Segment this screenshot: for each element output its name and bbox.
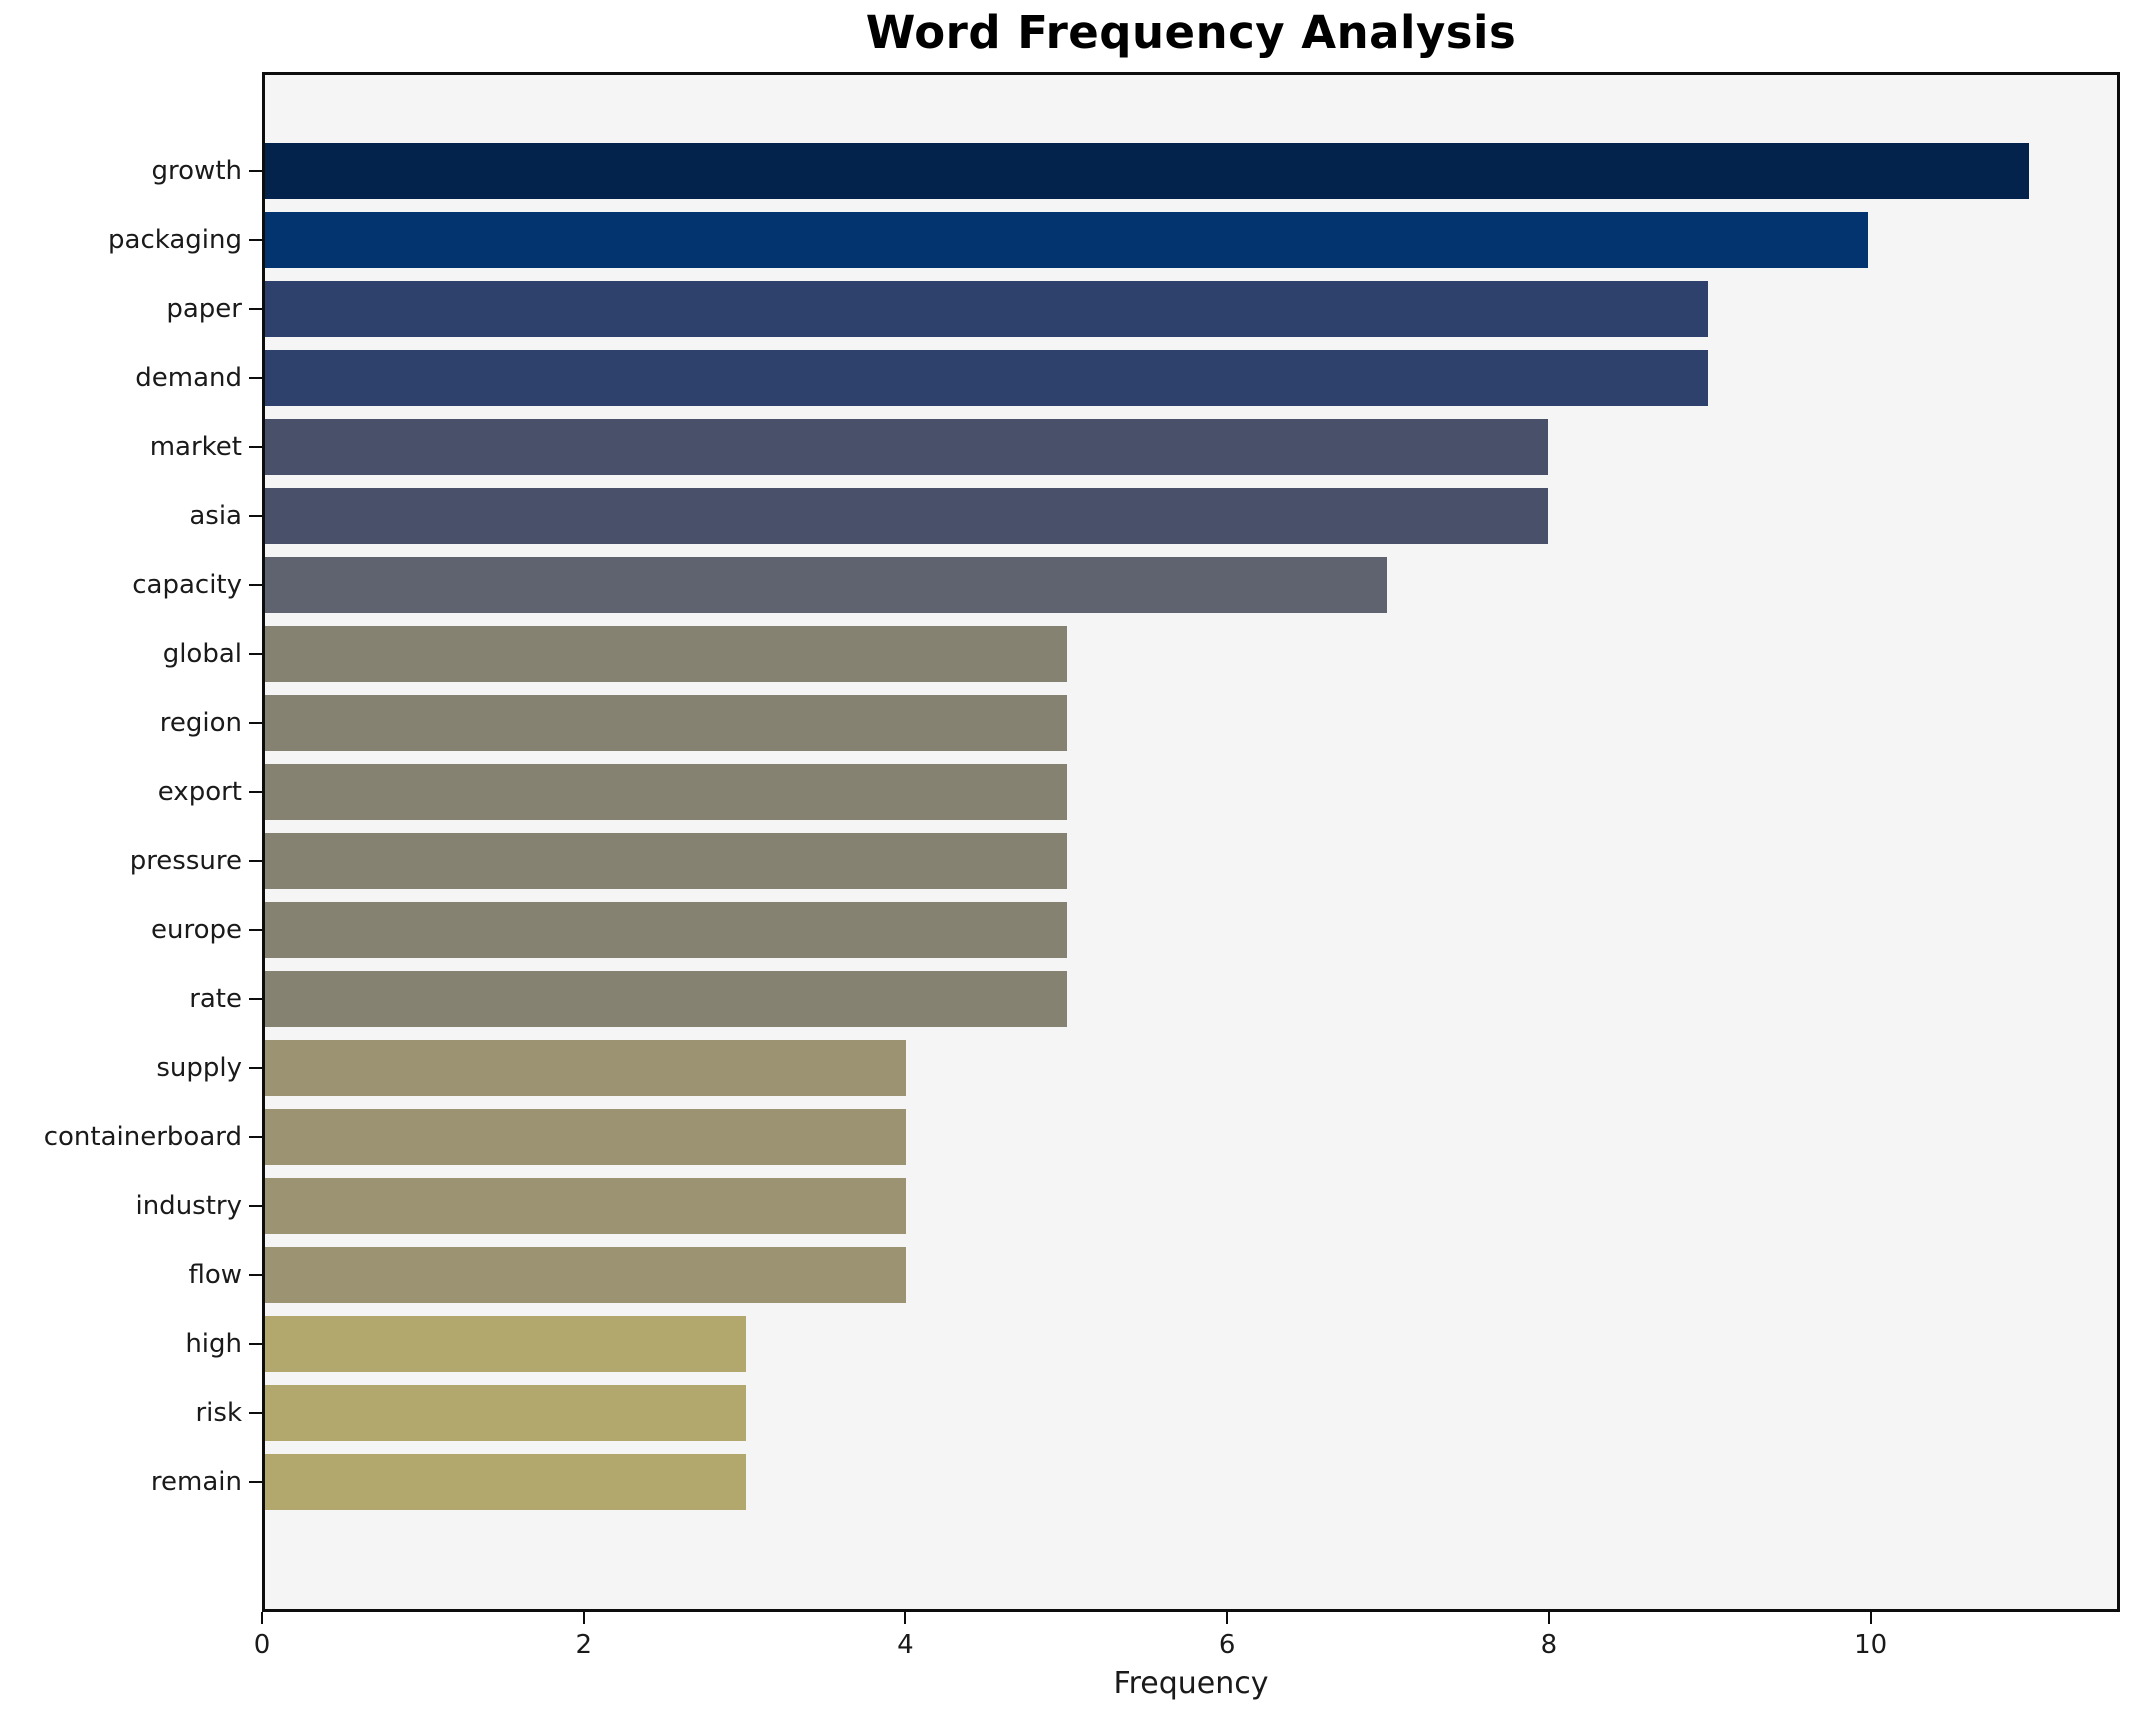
bar-region xyxy=(265,695,1067,751)
y-tick-mark xyxy=(249,860,262,862)
x-tick-label-2: 2 xyxy=(575,1630,592,1660)
bar-paper xyxy=(265,281,1708,337)
y-tick-mark xyxy=(249,515,262,517)
y-tick-label-risk: risk xyxy=(195,1398,242,1428)
y-tick-mark xyxy=(249,653,262,655)
y-tick-label-pressure: pressure xyxy=(129,846,242,876)
y-tick-label-global: global xyxy=(162,639,242,669)
y-tick-label-industry: industry xyxy=(135,1191,242,1221)
bar-global xyxy=(265,626,1067,682)
x-axis-label: Frequency xyxy=(1113,1666,1269,1701)
y-tick-mark xyxy=(249,1136,262,1138)
bar-asia xyxy=(265,488,1548,544)
bar-high xyxy=(265,1316,746,1372)
y-tick-label-rate: rate xyxy=(189,984,242,1014)
y-tick-mark xyxy=(249,1205,262,1207)
bar-industry xyxy=(265,1178,906,1234)
bar-demand xyxy=(265,350,1708,406)
y-tick-mark xyxy=(249,239,262,241)
bar-europe xyxy=(265,902,1067,958)
y-tick-label-containerboard: containerboard xyxy=(43,1122,242,1152)
y-tick-mark xyxy=(249,446,262,448)
bar-remain xyxy=(265,1454,746,1510)
x-tick-label-4: 4 xyxy=(897,1630,914,1660)
x-tick-mark xyxy=(1226,1612,1229,1624)
bar-rate xyxy=(265,971,1067,1027)
y-tick-label-high: high xyxy=(185,1329,242,1359)
y-tick-mark xyxy=(249,1412,262,1414)
x-tick-label-6: 6 xyxy=(1218,1630,1236,1660)
bar-risk xyxy=(265,1385,746,1441)
bar-packaging xyxy=(265,212,1868,268)
bar-pressure xyxy=(265,833,1067,889)
y-tick-mark xyxy=(249,998,262,1000)
y-tick-mark xyxy=(249,377,262,379)
y-tick-label-export: export xyxy=(157,777,242,807)
x-tick-mark xyxy=(1547,1612,1550,1624)
x-tick-mark xyxy=(582,1612,585,1624)
x-tick-mark xyxy=(904,1612,907,1624)
x-tick-label-0: 0 xyxy=(253,1630,271,1660)
bar-supply xyxy=(265,1040,906,1096)
y-tick-label-demand: demand xyxy=(135,363,242,393)
y-tick-label-flow: flow xyxy=(188,1260,242,1290)
bar-capacity xyxy=(265,557,1387,613)
y-tick-mark xyxy=(249,1343,262,1345)
y-tick-label-market: market xyxy=(149,432,242,462)
y-tick-label-europe: europe xyxy=(151,915,242,945)
y-tick-mark xyxy=(249,1067,262,1069)
bar-growth xyxy=(265,143,2029,199)
y-tick-mark xyxy=(249,929,262,931)
y-tick-mark xyxy=(249,170,262,172)
bar-export xyxy=(265,764,1067,820)
y-tick-mark xyxy=(249,791,262,793)
x-tick-mark xyxy=(261,1612,263,1624)
chart-title: Word Frequency Analysis xyxy=(865,6,1517,59)
y-tick-label-packaging: packaging xyxy=(108,225,242,255)
y-tick-label-asia: asia xyxy=(189,501,242,531)
y-tick-label-remain: remain xyxy=(150,1467,242,1497)
y-tick-label-capacity: capacity xyxy=(132,570,242,600)
y-tick-mark xyxy=(249,584,262,586)
y-tick-mark xyxy=(249,722,262,724)
x-tick-label-10: 10 xyxy=(1854,1630,1888,1660)
y-tick-label-supply: supply xyxy=(156,1053,242,1083)
plot-area xyxy=(262,72,2120,1612)
y-tick-label-region: region xyxy=(159,708,242,738)
bar-containerboard xyxy=(265,1109,906,1165)
x-tick-label-8: 8 xyxy=(1540,1630,1558,1660)
y-tick-label-paper: paper xyxy=(166,294,242,324)
bar-market xyxy=(265,419,1548,475)
y-tick-mark xyxy=(249,1274,262,1276)
bar-flow xyxy=(265,1247,906,1303)
y-tick-label-growth: growth xyxy=(151,156,242,186)
y-tick-mark xyxy=(249,1481,262,1483)
x-tick-mark xyxy=(1869,1612,1872,1624)
y-tick-mark xyxy=(249,308,262,310)
